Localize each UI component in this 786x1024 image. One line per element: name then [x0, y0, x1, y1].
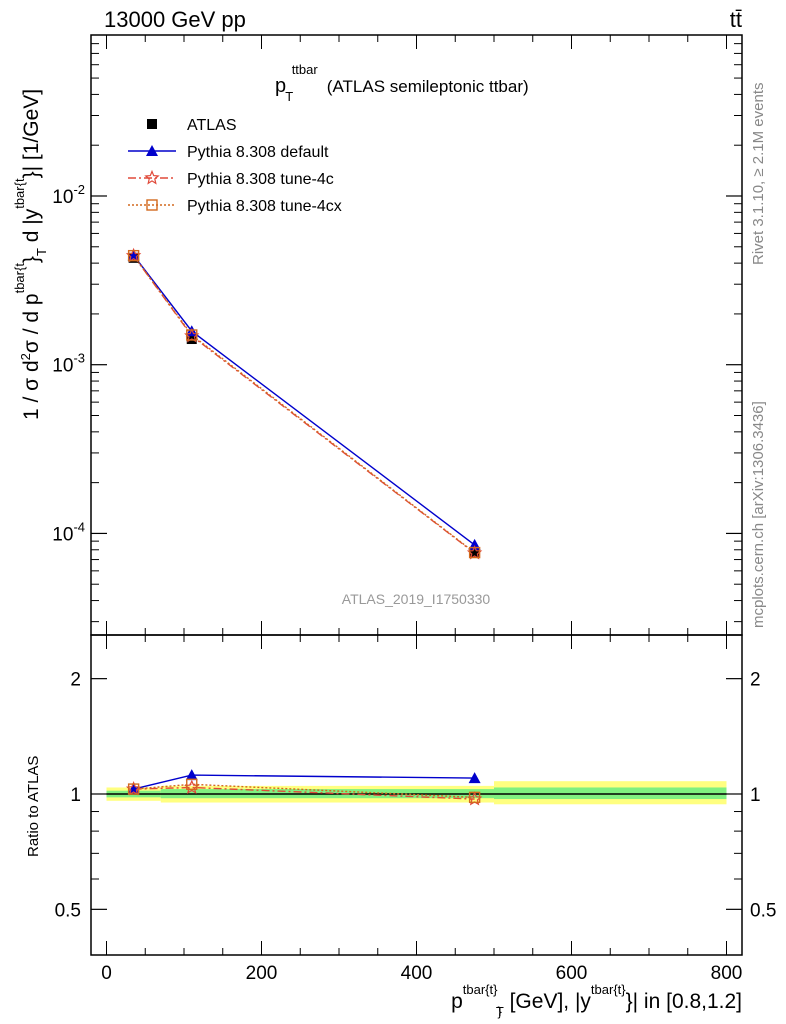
xlabel-T: T	[496, 1004, 504, 1019]
ratio-point-pythia-8-308-tune-4cx	[186, 778, 198, 790]
legend-item: Pythia 8.308 default	[128, 144, 329, 161]
ratio-ticks: 2 2 1 1 0.5 0.5 0 200 400 600 800	[55, 635, 776, 984]
main-point-pythia-8-308-tune-4cx	[127, 249, 140, 262]
legend-item: ATLAS	[147, 117, 237, 134]
main-tick-label: 10-3	[52, 351, 85, 377]
main-line-pythia-8-308-default	[133, 254, 476, 546]
main-point-atlas	[469, 547, 480, 558]
ratio-tick-label-right: 0.5	[750, 900, 776, 921]
x-tick-label: 200	[246, 963, 278, 984]
main-tick-label: 10-2	[52, 182, 85, 208]
main-tick-base: 10	[52, 187, 73, 208]
plot-title-sub: T	[285, 89, 293, 104]
main-line-pythia-8-308-tune-4c	[133, 255, 476, 554]
ratio-panel: 2 2 1 1 0.5 0.5 0 200 400 600 800	[55, 634, 776, 984]
main-point-pythia-8-308-tune-4cx	[468, 546, 481, 559]
main-ylabel-close: }	[20, 256, 43, 263]
main-tick-exp: -2	[73, 182, 85, 197]
ratio-bands	[106, 781, 727, 805]
ratio-tick-label-right: 1	[750, 785, 761, 806]
plot-title: p ttbar T (ATLAS semileptonic ttbar)	[275, 57, 529, 106]
x-axis-label: ptbar{t}}T [GeV], |ytbar{t}}| in [0.8,1.…	[451, 982, 742, 1019]
plot-title-sup: ttbar	[292, 62, 319, 77]
legend-label: ATLAS	[187, 117, 237, 134]
x-tick-label: 0	[101, 963, 112, 984]
ratio-point-pythia-8-308-tune-4cx	[127, 783, 140, 795]
main-ylabel-sup-tt2: tbar{t	[12, 178, 27, 209]
plot-title-main: p	[275, 75, 286, 97]
legend-label: Pythia 8.308 tune-4c	[187, 171, 334, 188]
main-ylabel-part-c: d |y	[20, 208, 43, 248]
x-tick-label: 600	[556, 963, 588, 984]
legend-label: Pythia 8.308 tune-4cx	[187, 198, 342, 215]
x-tick-label: 400	[401, 963, 433, 984]
main-tick-base: 10	[52, 524, 73, 545]
xlabel-subT: }	[497, 1004, 502, 1019]
ratio-ylabel: Ratio to ATLAS	[25, 756, 42, 857]
main-ylabel-subT: T	[34, 248, 49, 256]
rivet-label: Rivet 3.1.10, ≥ 2.1M events	[750, 83, 767, 266]
plot-title-rest: (ATLAS semileptonic ttbar)	[327, 77, 529, 96]
main-ticks: 10-210-310-4	[52, 35, 742, 635]
xlabel-end: }| in [0.8,1.2]	[626, 990, 742, 1013]
legend-marker	[144, 169, 160, 185]
main-tick-exp: -4	[73, 519, 85, 534]
legend-item: Pythia 8.308 tune-4c	[128, 169, 334, 188]
ratio-tick-label-right: 2	[750, 670, 761, 691]
legend-marker	[146, 145, 158, 156]
main-tick-base: 10	[52, 356, 73, 377]
ratio-point-pythia-8-308-default	[185, 769, 198, 781]
x-tick-label: 800	[711, 963, 743, 984]
mcplots-label: mcplots.cern.ch [arXiv:1306.3436]	[750, 401, 767, 628]
ratio-tick-label: 1	[70, 785, 81, 806]
xlabel-p: p	[451, 990, 463, 1013]
ratio-series	[125, 769, 483, 806]
main-tick-label: 10-4	[52, 519, 85, 545]
main-ylabel-sup-tt: tbar{t	[12, 263, 27, 294]
legend: ATLAS Pythia 8.308 default Pythia 8.308 tu…	[128, 117, 342, 215]
xlabel-sup-tt: tbar{t}	[463, 982, 498, 997]
main-ylabel-part-a: 1 / σ d	[20, 360, 43, 420]
ratio-tick-label: 2	[70, 670, 81, 691]
xlabel-mid: [GeV], |y	[504, 990, 592, 1013]
ratio-line-pythia-8-308-tune-4c	[133, 786, 475, 800]
main-ylabel-sup2: 2	[18, 353, 33, 360]
legend-item: Pythia 8.308 tune-4cx	[128, 198, 342, 215]
header-right: tt̄	[730, 7, 742, 32]
xlabel-sup-tt2: tbar{t}	[591, 982, 626, 997]
header-left: 13000 GeV pp	[104, 7, 246, 32]
ratio-point-pythia-8-308-tune-4cx	[468, 791, 481, 804]
main-tick-exp: -3	[73, 351, 85, 366]
main-point-pythia-8-308-tune-4cx	[186, 329, 198, 341]
legend-marker	[147, 119, 157, 129]
main-ylabel: 1 / σ d2σ / d ptbar{t}T d |ytbar{t}| [1/…	[12, 89, 49, 420]
main-series	[125, 247, 483, 560]
legend-marker	[146, 199, 158, 211]
legend-label: Pythia 8.308 default	[187, 144, 329, 161]
main-ylabel-part-d: }| [1/GeV]	[20, 89, 43, 179]
ratio-tick-label: 0.5	[55, 900, 81, 921]
main-line-pythia-8-308-tune-4cx	[133, 255, 476, 554]
ratio-band-inner	[494, 787, 727, 800]
analysis-watermark: ATLAS_2019_I1750330	[342, 591, 491, 607]
ratio-point-pythia-8-308-default	[468, 772, 481, 784]
main-ylabel-part-b: σ / d p	[20, 293, 43, 353]
